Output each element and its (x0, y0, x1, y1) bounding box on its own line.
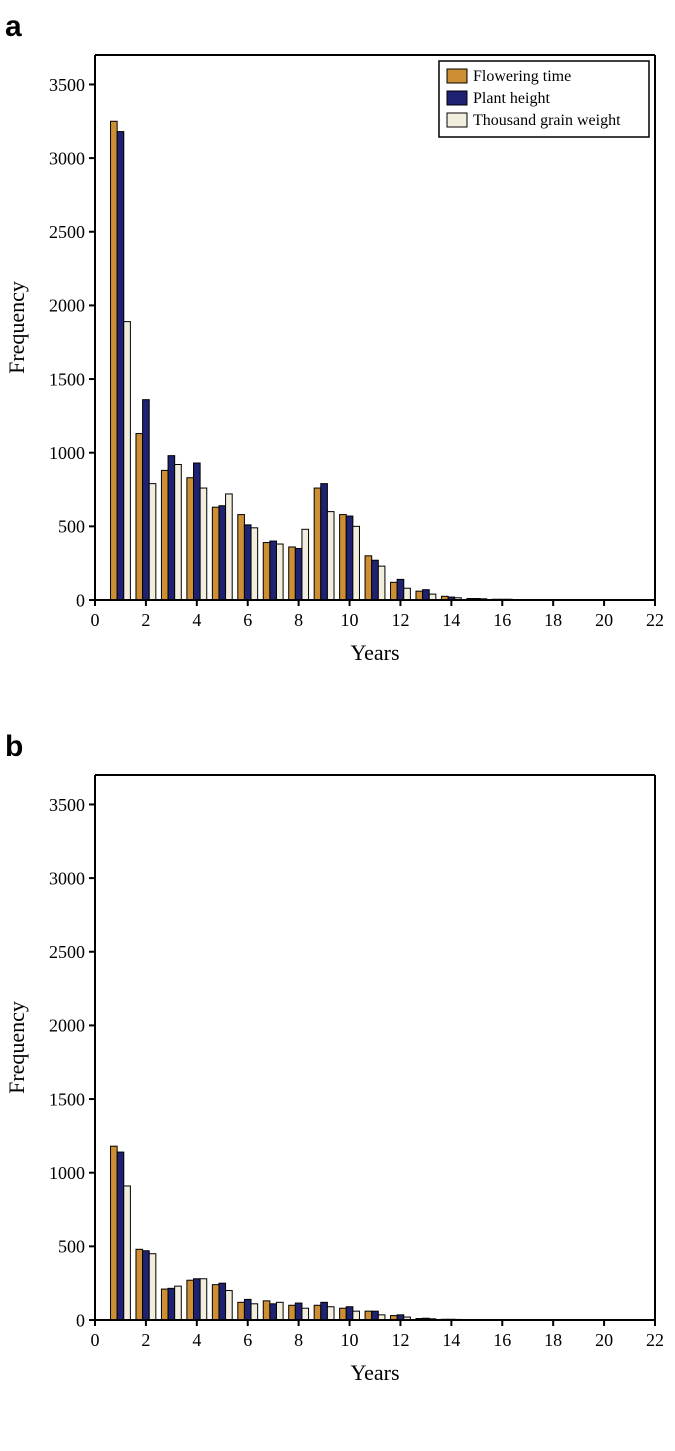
svg-text:20: 20 (595, 610, 613, 630)
svg-text:Years: Years (350, 640, 399, 665)
svg-text:Frequency: Frequency (4, 281, 29, 374)
svg-text:1000: 1000 (49, 1163, 85, 1183)
svg-text:Thousand grain weight: Thousand grain weight (473, 112, 621, 129)
svg-text:1500: 1500 (49, 369, 85, 389)
svg-text:18: 18 (544, 610, 562, 630)
svg-text:4: 4 (192, 610, 201, 630)
panel-a: a 0 2 4 6 8 10 12 14 16 18 20 22 0 500 1000 1500 2000 250… (0, 0, 675, 720)
panel-label-a: a (5, 10, 22, 44)
svg-text:6: 6 (243, 1330, 252, 1350)
svg-text:2000: 2000 (49, 296, 85, 316)
svg-text:18: 18 (544, 1330, 562, 1350)
svg-text:Flowering time: Flowering time (473, 68, 571, 85)
svg-text:2000: 2000 (49, 1016, 85, 1036)
svg-text:3000: 3000 (49, 148, 85, 168)
svg-text:10: 10 (341, 1330, 359, 1350)
svg-text:14: 14 (442, 1330, 460, 1350)
svg-text:12: 12 (391, 1330, 409, 1350)
svg-text:0: 0 (91, 610, 100, 630)
svg-text:500: 500 (58, 1237, 85, 1257)
svg-text:14: 14 (442, 610, 460, 630)
svg-text:0: 0 (76, 590, 85, 610)
figure: a 02468101214161820220500100015002000250… (0, 0, 675, 1440)
svg-text:3500: 3500 (49, 795, 85, 815)
svg-text:1000: 1000 (49, 443, 85, 463)
svg-text:22: 22 (646, 1330, 664, 1350)
svg-text:2500: 2500 (49, 222, 85, 242)
svg-text:16: 16 (493, 1330, 511, 1350)
svg-text:10: 10 (341, 610, 359, 630)
svg-text:22: 22 (646, 610, 664, 630)
svg-text:8: 8 (294, 610, 303, 630)
svg-text:16: 16 (493, 610, 511, 630)
svg-text:0: 0 (76, 1310, 85, 1330)
svg-text:Plant height: Plant height (473, 90, 550, 107)
panel-label-b: b (5, 730, 23, 764)
chart-a: 0 2 4 6 8 10 12 14 16 18 20 22 0 500 1000 1500 2000 2500 3… (0, 0, 675, 720)
svg-text:3500: 3500 (49, 75, 85, 95)
svg-text:4: 4 (192, 1330, 201, 1350)
chart-b: 0 2 4 6 8 10 12 14 16 18 20 22 0 500 1000 1500 2000 2500 3… (0, 720, 675, 1440)
svg-text:6: 6 (243, 610, 252, 630)
svg-text:1500: 1500 (49, 1089, 85, 1109)
svg-text:Frequency: Frequency (4, 1001, 29, 1094)
svg-text:0: 0 (91, 1330, 100, 1350)
svg-text:20: 20 (595, 1330, 613, 1350)
svg-text:3000: 3000 (49, 868, 85, 888)
svg-text:12: 12 (391, 610, 409, 630)
svg-text:2500: 2500 (49, 942, 85, 962)
panel-b: b 0 2 4 6 8 10 12 14 16 18 20 22 0 500 1000 1500 2000 250… (0, 720, 675, 1440)
svg-text:8: 8 (294, 1330, 303, 1350)
svg-text:2: 2 (141, 1330, 150, 1350)
svg-text:Years: Years (350, 1360, 399, 1385)
svg-text:500: 500 (58, 517, 85, 537)
svg-text:2: 2 (141, 610, 150, 630)
